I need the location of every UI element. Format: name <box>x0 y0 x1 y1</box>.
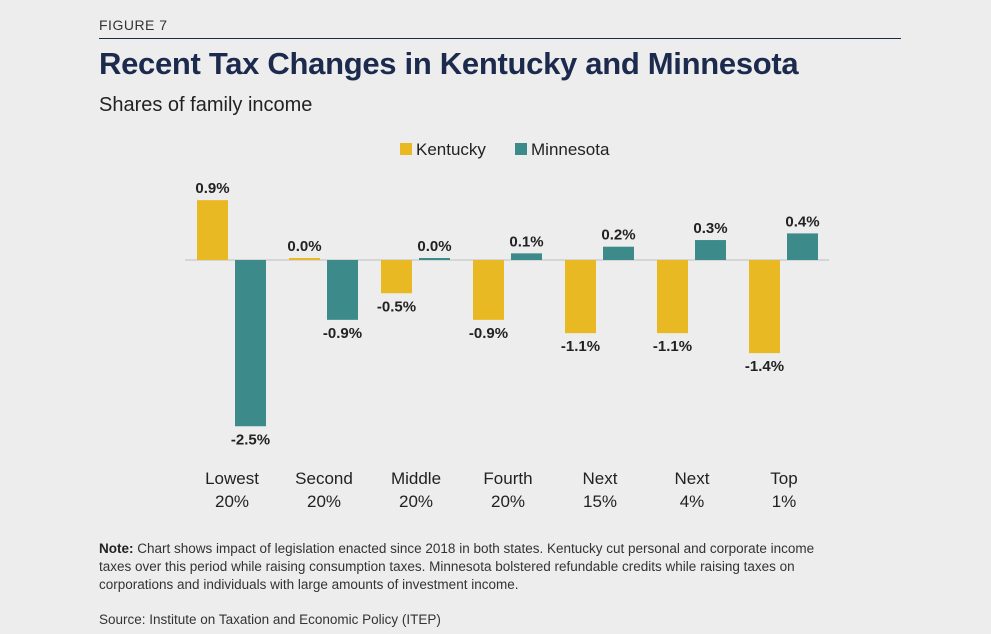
title-rule <box>99 38 901 39</box>
data-label-minnesota-4: 0.2% <box>601 227 635 244</box>
category-label-1-1: 20% <box>307 492 341 511</box>
category-label-6-0: Top <box>770 469 797 488</box>
bar-kentucky-6 <box>749 260 780 354</box>
data-label-minnesota-6: 0.4% <box>785 213 819 230</box>
category-label-5-1: 4% <box>680 492 705 511</box>
category-label-6-1: 1% <box>772 492 797 511</box>
category-label-5-0: Next <box>675 469 710 488</box>
data-label-minnesota-3: 0.1% <box>509 233 543 250</box>
data-label-minnesota-0: -2.5% <box>231 431 270 448</box>
chart-note: Note: Chart shows impact of legislation … <box>99 540 819 594</box>
category-label-4-1: 15% <box>583 492 617 511</box>
bar-minnesota-2 <box>419 258 450 260</box>
data-label-kentucky-5: -1.1% <box>653 338 692 355</box>
category-label-2-1: 20% <box>399 492 433 511</box>
data-label-kentucky-0: 0.9% <box>195 180 229 197</box>
legend-swatch-kentucky <box>400 143 412 155</box>
bar-kentucky-2 <box>381 260 412 294</box>
chart-subtitle: Shares of family income <box>99 94 313 116</box>
data-label-kentucky-1: 0.0% <box>287 238 321 255</box>
data-label-minnesota-5: 0.3% <box>693 220 727 237</box>
data-label-minnesota-2: 0.0% <box>417 238 451 255</box>
chart-title: Recent Tax Changes in Kentucky and Minne… <box>99 46 799 81</box>
bar-kentucky-0 <box>197 200 228 260</box>
legend-swatch-minnesota <box>515 143 527 155</box>
bar-minnesota-0 <box>235 260 266 427</box>
note-text: Chart shows impact of legislation enacte… <box>99 541 815 592</box>
bar-kentucky-5 <box>657 260 688 334</box>
category-label-0-0: Lowest <box>205 469 259 488</box>
data-label-kentucky-4: -1.1% <box>561 338 600 355</box>
bar-minnesota-3 <box>511 253 542 260</box>
legend-label-minnesota: Minnesota <box>531 140 610 159</box>
bar-minnesota-1 <box>327 260 358 320</box>
note-label: Note: <box>99 541 134 556</box>
bar-kentucky-4 <box>565 260 596 334</box>
figure-label: FIGURE 7 <box>99 17 168 33</box>
data-label-minnesota-1: -0.9% <box>323 325 362 342</box>
category-label-3-0: Fourth <box>483 469 532 488</box>
category-label-0-1: 20% <box>215 492 249 511</box>
bar-minnesota-4 <box>603 246 634 260</box>
data-label-kentucky-2: -0.5% <box>377 298 416 315</box>
bar-minnesota-6 <box>787 233 818 260</box>
bar-kentucky-3 <box>473 260 504 320</box>
chart-source: Source: Institute on Taxation and Econom… <box>99 612 441 627</box>
data-label-kentucky-6: -1.4% <box>745 358 784 375</box>
category-label-1-0: Second <box>295 469 353 488</box>
category-label-4-0: Next <box>583 469 618 488</box>
data-label-kentucky-3: -0.9% <box>469 325 508 342</box>
category-label-3-1: 20% <box>491 492 525 511</box>
legend-label-kentucky: Kentucky <box>416 140 486 159</box>
bar-kentucky-1 <box>289 258 320 260</box>
bar-minnesota-5 <box>695 240 726 260</box>
category-label-2-0: Middle <box>391 469 441 488</box>
